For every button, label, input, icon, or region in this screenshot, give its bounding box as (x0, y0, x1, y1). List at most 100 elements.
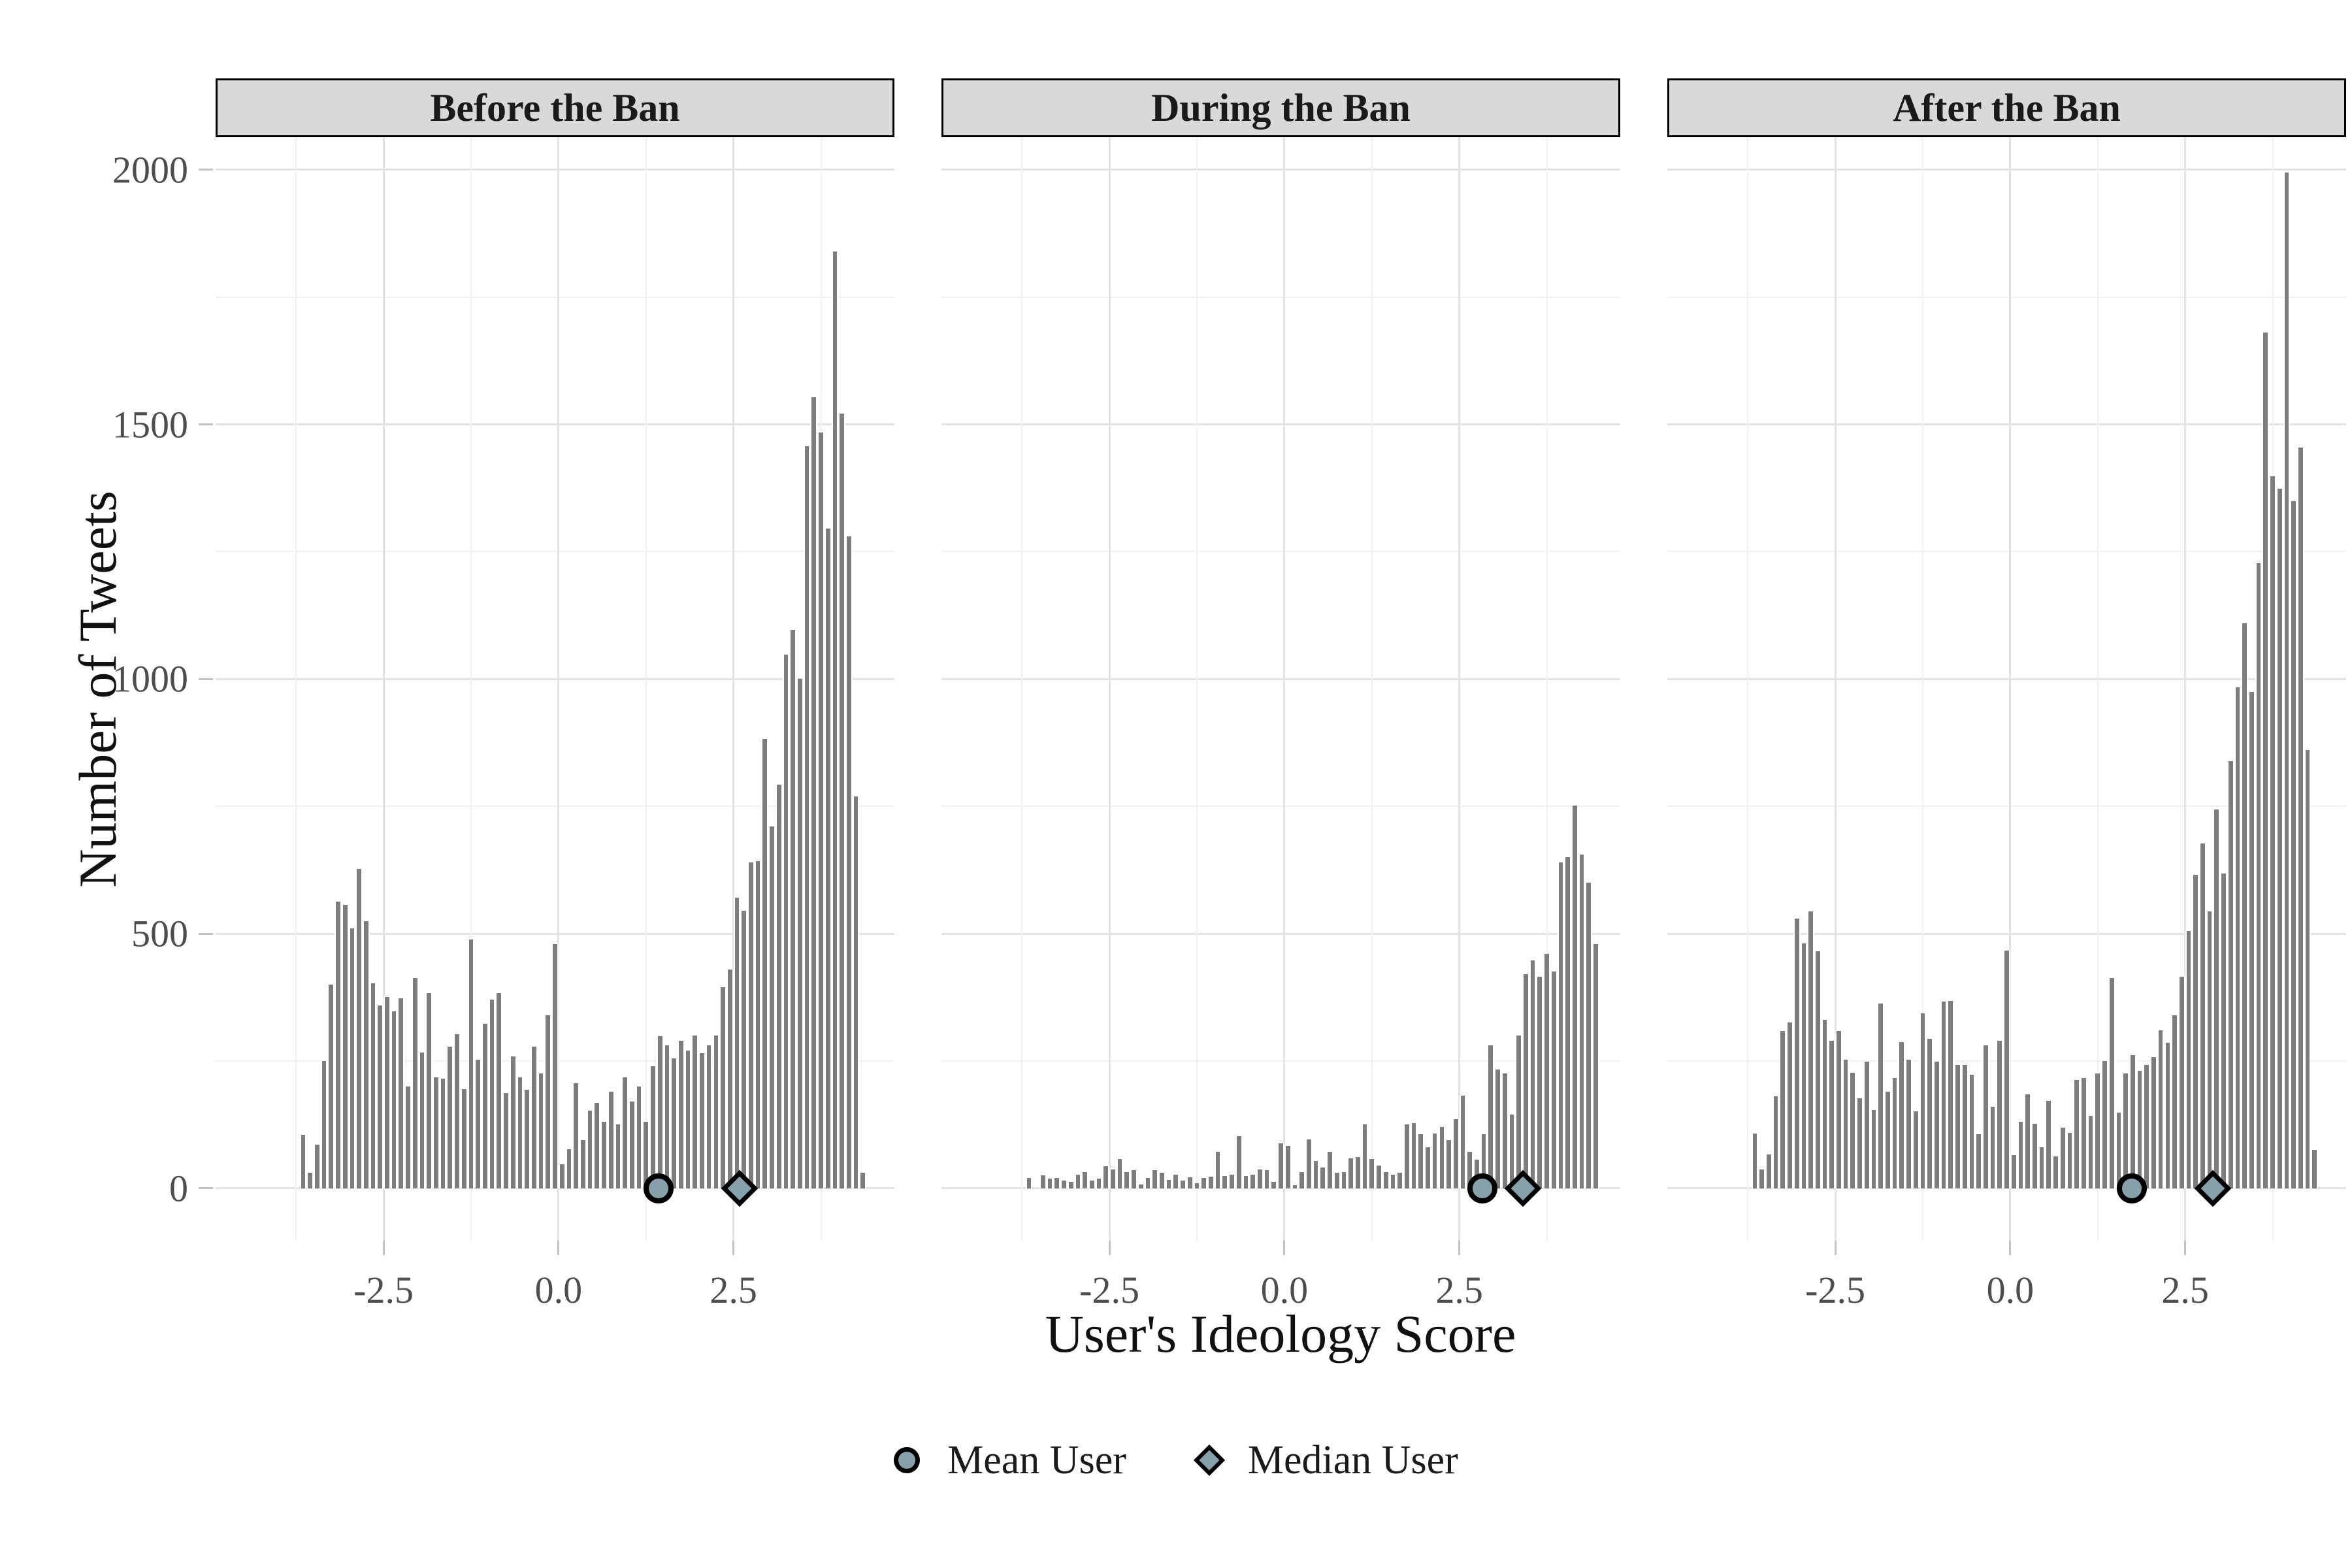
y-axis-tick (199, 932, 213, 935)
gridline-minor-horizontal (216, 296, 894, 298)
histogram-bar (425, 993, 433, 1188)
histogram-bar (516, 1077, 524, 1188)
histogram-bar (313, 1145, 321, 1188)
histogram-bar (719, 987, 727, 1188)
mean-marker-circle (2117, 1173, 2148, 1203)
histogram-bar (1193, 1183, 1201, 1188)
histogram-bar (2213, 809, 2221, 1188)
histogram-bar (1046, 1178, 1054, 1188)
histogram-bar (299, 1134, 307, 1188)
histogram-bar (1095, 1178, 1103, 1188)
y-axis-tick (199, 678, 213, 680)
y-tick-label: 500 (131, 912, 188, 955)
histogram-bar (2031, 1123, 2038, 1188)
y-tick-label: 0 (169, 1167, 188, 1210)
histogram-bar (411, 977, 419, 1188)
histogram-bar (1340, 1171, 1348, 1188)
histogram-bar (446, 1047, 454, 1188)
histogram-bar (482, 1023, 489, 1188)
histogram-bar (635, 1086, 643, 1188)
histogram-bar (2157, 1030, 2164, 1188)
histogram-bar (782, 654, 790, 1188)
histogram-bar (698, 1053, 706, 1188)
gridline-minor-horizontal (941, 296, 1620, 298)
histogram-bar (1459, 1095, 1467, 1188)
histogram-bar (1772, 1096, 1780, 1188)
histogram-bar (418, 1053, 426, 1188)
x-axis-tick (1108, 1241, 1111, 1255)
histogram-bar (1494, 1070, 1501, 1188)
gridline-minor-vertical (1021, 137, 1023, 1241)
histogram-bar (1263, 1169, 1271, 1188)
histogram-bar (1249, 1174, 1256, 1188)
histogram-bar (1947, 1000, 1955, 1188)
histogram-bar (1898, 1042, 1906, 1188)
gridline-minor-horizontal (941, 1060, 1620, 1062)
gridline-major-horizontal (1667, 678, 2346, 680)
histogram-bar (1333, 1173, 1341, 1188)
legend-item: Mean User (894, 1437, 1126, 1484)
gridline-minor-vertical (470, 137, 472, 1241)
gridline-major-vertical (2184, 137, 2187, 1241)
histogram-bar (565, 1149, 573, 1188)
histogram-bar (1891, 1077, 1899, 1188)
histogram-bar (1445, 1139, 1452, 1188)
histogram-bar (775, 785, 783, 1188)
histogram-bar (1793, 918, 1801, 1188)
histogram-bar (1884, 1092, 1891, 1188)
histogram-bar (1529, 960, 1537, 1188)
histogram-bar (2171, 1015, 2178, 1188)
histogram-bar (726, 969, 734, 1188)
x-axis-tick (1834, 1241, 1837, 1255)
histogram-bar (2206, 911, 2213, 1188)
histogram-bar (1368, 1158, 1376, 1188)
x-axis-tick (382, 1241, 385, 1255)
histogram-bar (1228, 1175, 1235, 1188)
histogram-bar (1305, 1139, 1313, 1188)
histogram-bar (1849, 1072, 1857, 1188)
histogram-bar (747, 862, 755, 1188)
y-tick-label: 1000 (112, 657, 188, 700)
histogram-bar (1221, 1176, 1229, 1188)
gridline-major-vertical (382, 137, 385, 1241)
histogram-bar (1403, 1124, 1411, 1188)
facet-panel: After the Ban -2.5 0.0 2.5 (1667, 0, 2346, 1568)
histogram-bar (1375, 1165, 1382, 1188)
gridline-minor-horizontal (1667, 551, 2346, 553)
histogram-bar (817, 433, 825, 1188)
histogram-bar (2290, 501, 2297, 1188)
histogram-bar (852, 796, 860, 1188)
histogram-bar (1564, 857, 1571, 1188)
histogram-bar (327, 984, 335, 1188)
gridline-minor-horizontal (941, 806, 1620, 808)
histogram-bar (1961, 1065, 1968, 1188)
histogram-bar (453, 1034, 461, 1188)
histogram-bar (2010, 1155, 2017, 1188)
histogram-bar (2234, 687, 2242, 1188)
legend: Mean User Median User (0, 1428, 2352, 1493)
histogram-bar (740, 910, 748, 1188)
facet-strip: Before the Ban (216, 78, 894, 137)
histogram-bar (579, 1139, 587, 1188)
histogram-bar (384, 997, 391, 1188)
histogram-bar (341, 904, 349, 1188)
x-axis-tick (1458, 1241, 1461, 1255)
histogram-bar (376, 1005, 384, 1188)
histogram-bar (789, 629, 797, 1188)
histogram-bar (404, 1086, 412, 1188)
diamond-icon (1193, 1444, 1225, 1477)
histogram-bar (2108, 977, 2115, 1188)
gridline-minor-horizontal (216, 551, 894, 553)
x-axis-tick (2009, 1241, 2012, 1255)
facet-strip: During the Ban (941, 78, 1620, 137)
histogram-bar (1550, 972, 1558, 1188)
histogram-bar (2276, 488, 2283, 1188)
gridline-minor-horizontal (941, 551, 1620, 553)
histogram-bar (1081, 1171, 1088, 1188)
histogram-bar (1284, 1146, 1292, 1188)
y-axis-tick (199, 169, 213, 171)
histogram-bar (2094, 1073, 2102, 1188)
histogram-bar (2227, 760, 2234, 1188)
histogram-bar (2136, 1071, 2144, 1188)
histogram-bar (335, 901, 342, 1188)
